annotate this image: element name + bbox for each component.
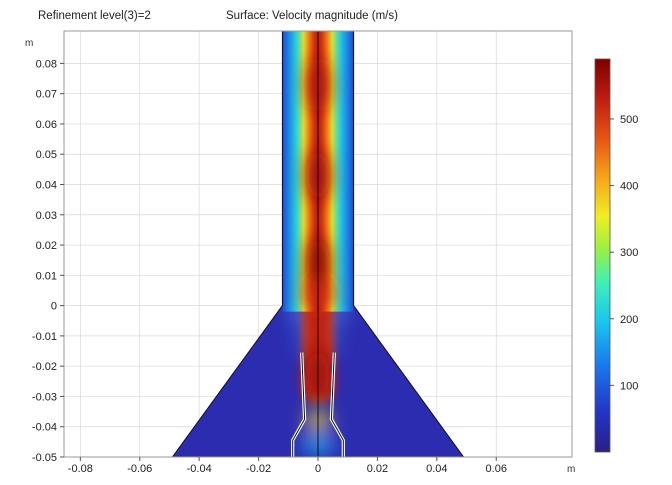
x-axis-unit: m	[567, 464, 575, 475]
colorbar-tick-label: 200	[620, 314, 638, 326]
y-tick-label: 0.01	[36, 270, 57, 282]
y-tick-label: 0.04	[36, 180, 57, 192]
x-tick-label: 0	[315, 463, 321, 475]
x-tick-label: 0.04	[426, 463, 447, 475]
surface-title: Surface: Velocity magnitude (m/s)	[226, 10, 398, 22]
refinement-level-label: Refinement level(3)=2	[38, 10, 151, 22]
y-axis-unit: m	[25, 38, 33, 49]
colorbar	[594, 58, 611, 453]
x-tick-label: 0.02	[367, 463, 388, 475]
y-tick-label: -0.03	[32, 391, 57, 403]
y-tick-label: 0.05	[36, 149, 57, 161]
y-tick-label: 0.07	[36, 89, 57, 101]
x-axis: -0.08 -0.06 -0.04 -0.02 0 0.02 0.04 0.06	[68, 457, 507, 475]
colorbar-ticks: 100 200 300 400 500	[610, 114, 638, 392]
x-tick-label: -0.06	[127, 463, 152, 475]
x-tick-label: -0.02	[246, 463, 271, 475]
cone-outline	[171, 31, 465, 457]
colorbar-tick-label: 500	[620, 114, 638, 126]
y-tick-label: 0.06	[36, 119, 57, 131]
y-tick-label: -0.04	[32, 422, 57, 434]
x-tick-label: -0.08	[68, 463, 93, 475]
y-tick-label: 0.08	[36, 58, 57, 70]
y-tick-label: 0	[51, 301, 57, 313]
y-tick-label: -0.02	[32, 361, 57, 373]
y-axis: -0.05 -0.04 -0.03 -0.02 -0.01 0 0.01 0.02 0.03 0.…	[32, 58, 64, 464]
y-tick-label: 0.03	[36, 210, 57, 222]
colorbar-tick-label: 400	[620, 181, 638, 193]
x-tick-label: -0.04	[187, 463, 212, 475]
y-tick-label: 0.02	[36, 240, 57, 252]
y-tick-label: -0.01	[32, 331, 57, 343]
colorbar-tick-label: 300	[620, 247, 638, 259]
x-tick-label: 0.06	[486, 463, 507, 475]
colorbar-tick-label: 100	[620, 380, 638, 392]
geometry-outlines	[171, 31, 465, 457]
nozzle-wall	[330, 352, 344, 457]
y-tick-label: -0.05	[32, 452, 57, 464]
nozzle-wall	[292, 352, 306, 457]
